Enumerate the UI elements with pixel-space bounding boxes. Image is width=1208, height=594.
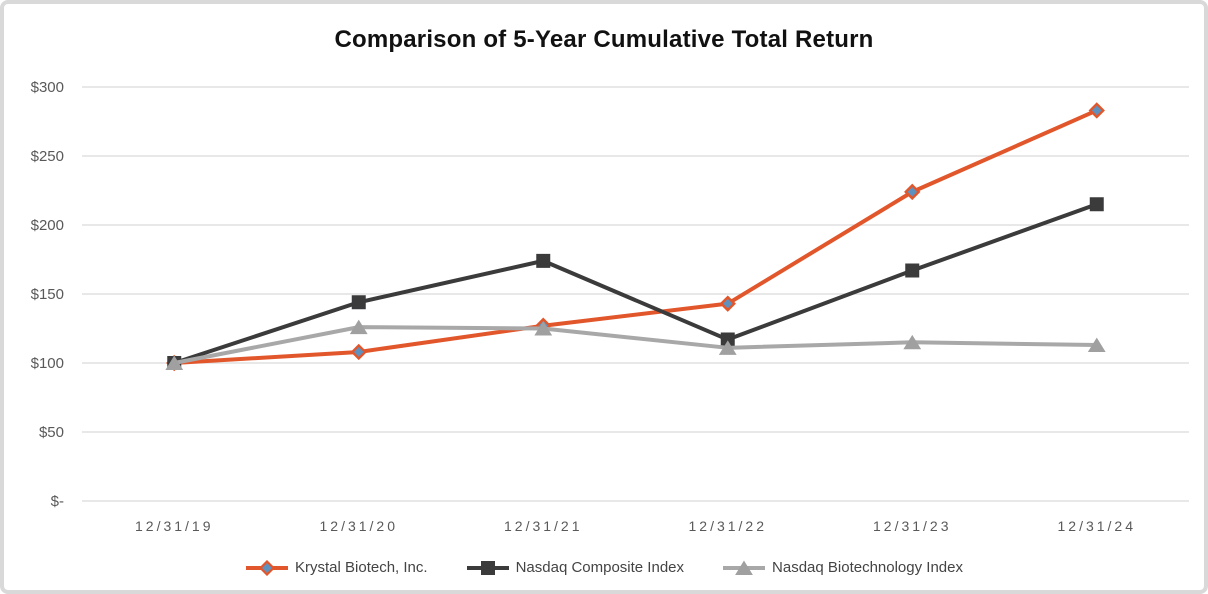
x-tick-label: 12/31/24 [1058, 518, 1137, 534]
y-tick-label: $200 [31, 217, 64, 234]
y-tick-label: $300 [31, 79, 64, 96]
series-line-krystal-biotech-inc [174, 108, 1098, 365]
diamond-marker-krystal-biotech-inc [350, 343, 367, 361]
triangle-marker-nasdaq-biotechnology-index [534, 321, 553, 336]
line-chart-plot-area: $- $50 $100 $150 $200 $250 $300 12/31/19 12/31/2… [31, 79, 1189, 534]
triangle-marker-nasdaq-biotechnology-index [718, 340, 737, 355]
square-marker-nasdaq-composite-index [905, 263, 920, 278]
square-marker-nasdaq-composite-index [351, 295, 366, 310]
series-line-nasdaq-composite-index [173, 202, 1098, 365]
chart-title: Comparison of 5-Year Cumulative Total Re… [334, 26, 874, 53]
triangle-marker-nasdaq-biotechnology-index [1087, 337, 1106, 353]
legend-label: Nasdaq Composite Index [515, 559, 685, 576]
square-marker-nasdaq-composite-index [1089, 197, 1104, 212]
x-tick-label: 12/31/21 [504, 518, 583, 534]
square-marker-icon [466, 560, 509, 575]
triangle-marker-icon [723, 560, 766, 575]
y-tick-label: $100 [31, 355, 64, 372]
diamond-marker-krystal-biotech-inc [1088, 102, 1105, 119]
y-tick-label: $- [51, 493, 64, 510]
triangle-marker-nasdaq-biotechnology-index [165, 355, 184, 370]
legend-item-nasdaq-biotechnology-index: Nasdaq Biotechnology Index [722, 559, 963, 576]
x-tick-label: 12/31/19 [135, 518, 214, 534]
diamond-marker-krystal-biotech-inc [719, 295, 736, 312]
diamond-marker-krystal-biotech-inc [904, 183, 921, 201]
triangle-marker-nasdaq-biotechnology-index [903, 334, 922, 350]
triangle-marker-nasdaq-biotechnology-index [349, 319, 368, 335]
legend-item-krystal-biotech-inc: Krystal Biotech, Inc. [245, 559, 428, 576]
x-tick-label: 12/31/22 [689, 518, 768, 534]
y-tick-label: $50 [39, 424, 64, 441]
legend-label: Krystal Biotech, Inc. [295, 559, 428, 576]
x-tick-label: 12/31/23 [873, 518, 952, 534]
y-tick-label: $150 [31, 286, 64, 303]
legend-item-nasdaq-composite-index: Nasdaq Composite Index [466, 559, 684, 576]
legend-label: Nasdaq Biotechnology Index [772, 559, 963, 576]
legend: Krystal Biotech, Inc. Nasdaq Composite In… [4, 559, 1204, 576]
y-tick-label: $250 [31, 148, 64, 165]
diamond-marker-icon [246, 559, 289, 576]
square-marker-nasdaq-composite-index [536, 253, 551, 268]
x-tick-label: 12/31/20 [320, 518, 399, 534]
series-line-nasdaq-biotechnology-index [173, 325, 1097, 365]
